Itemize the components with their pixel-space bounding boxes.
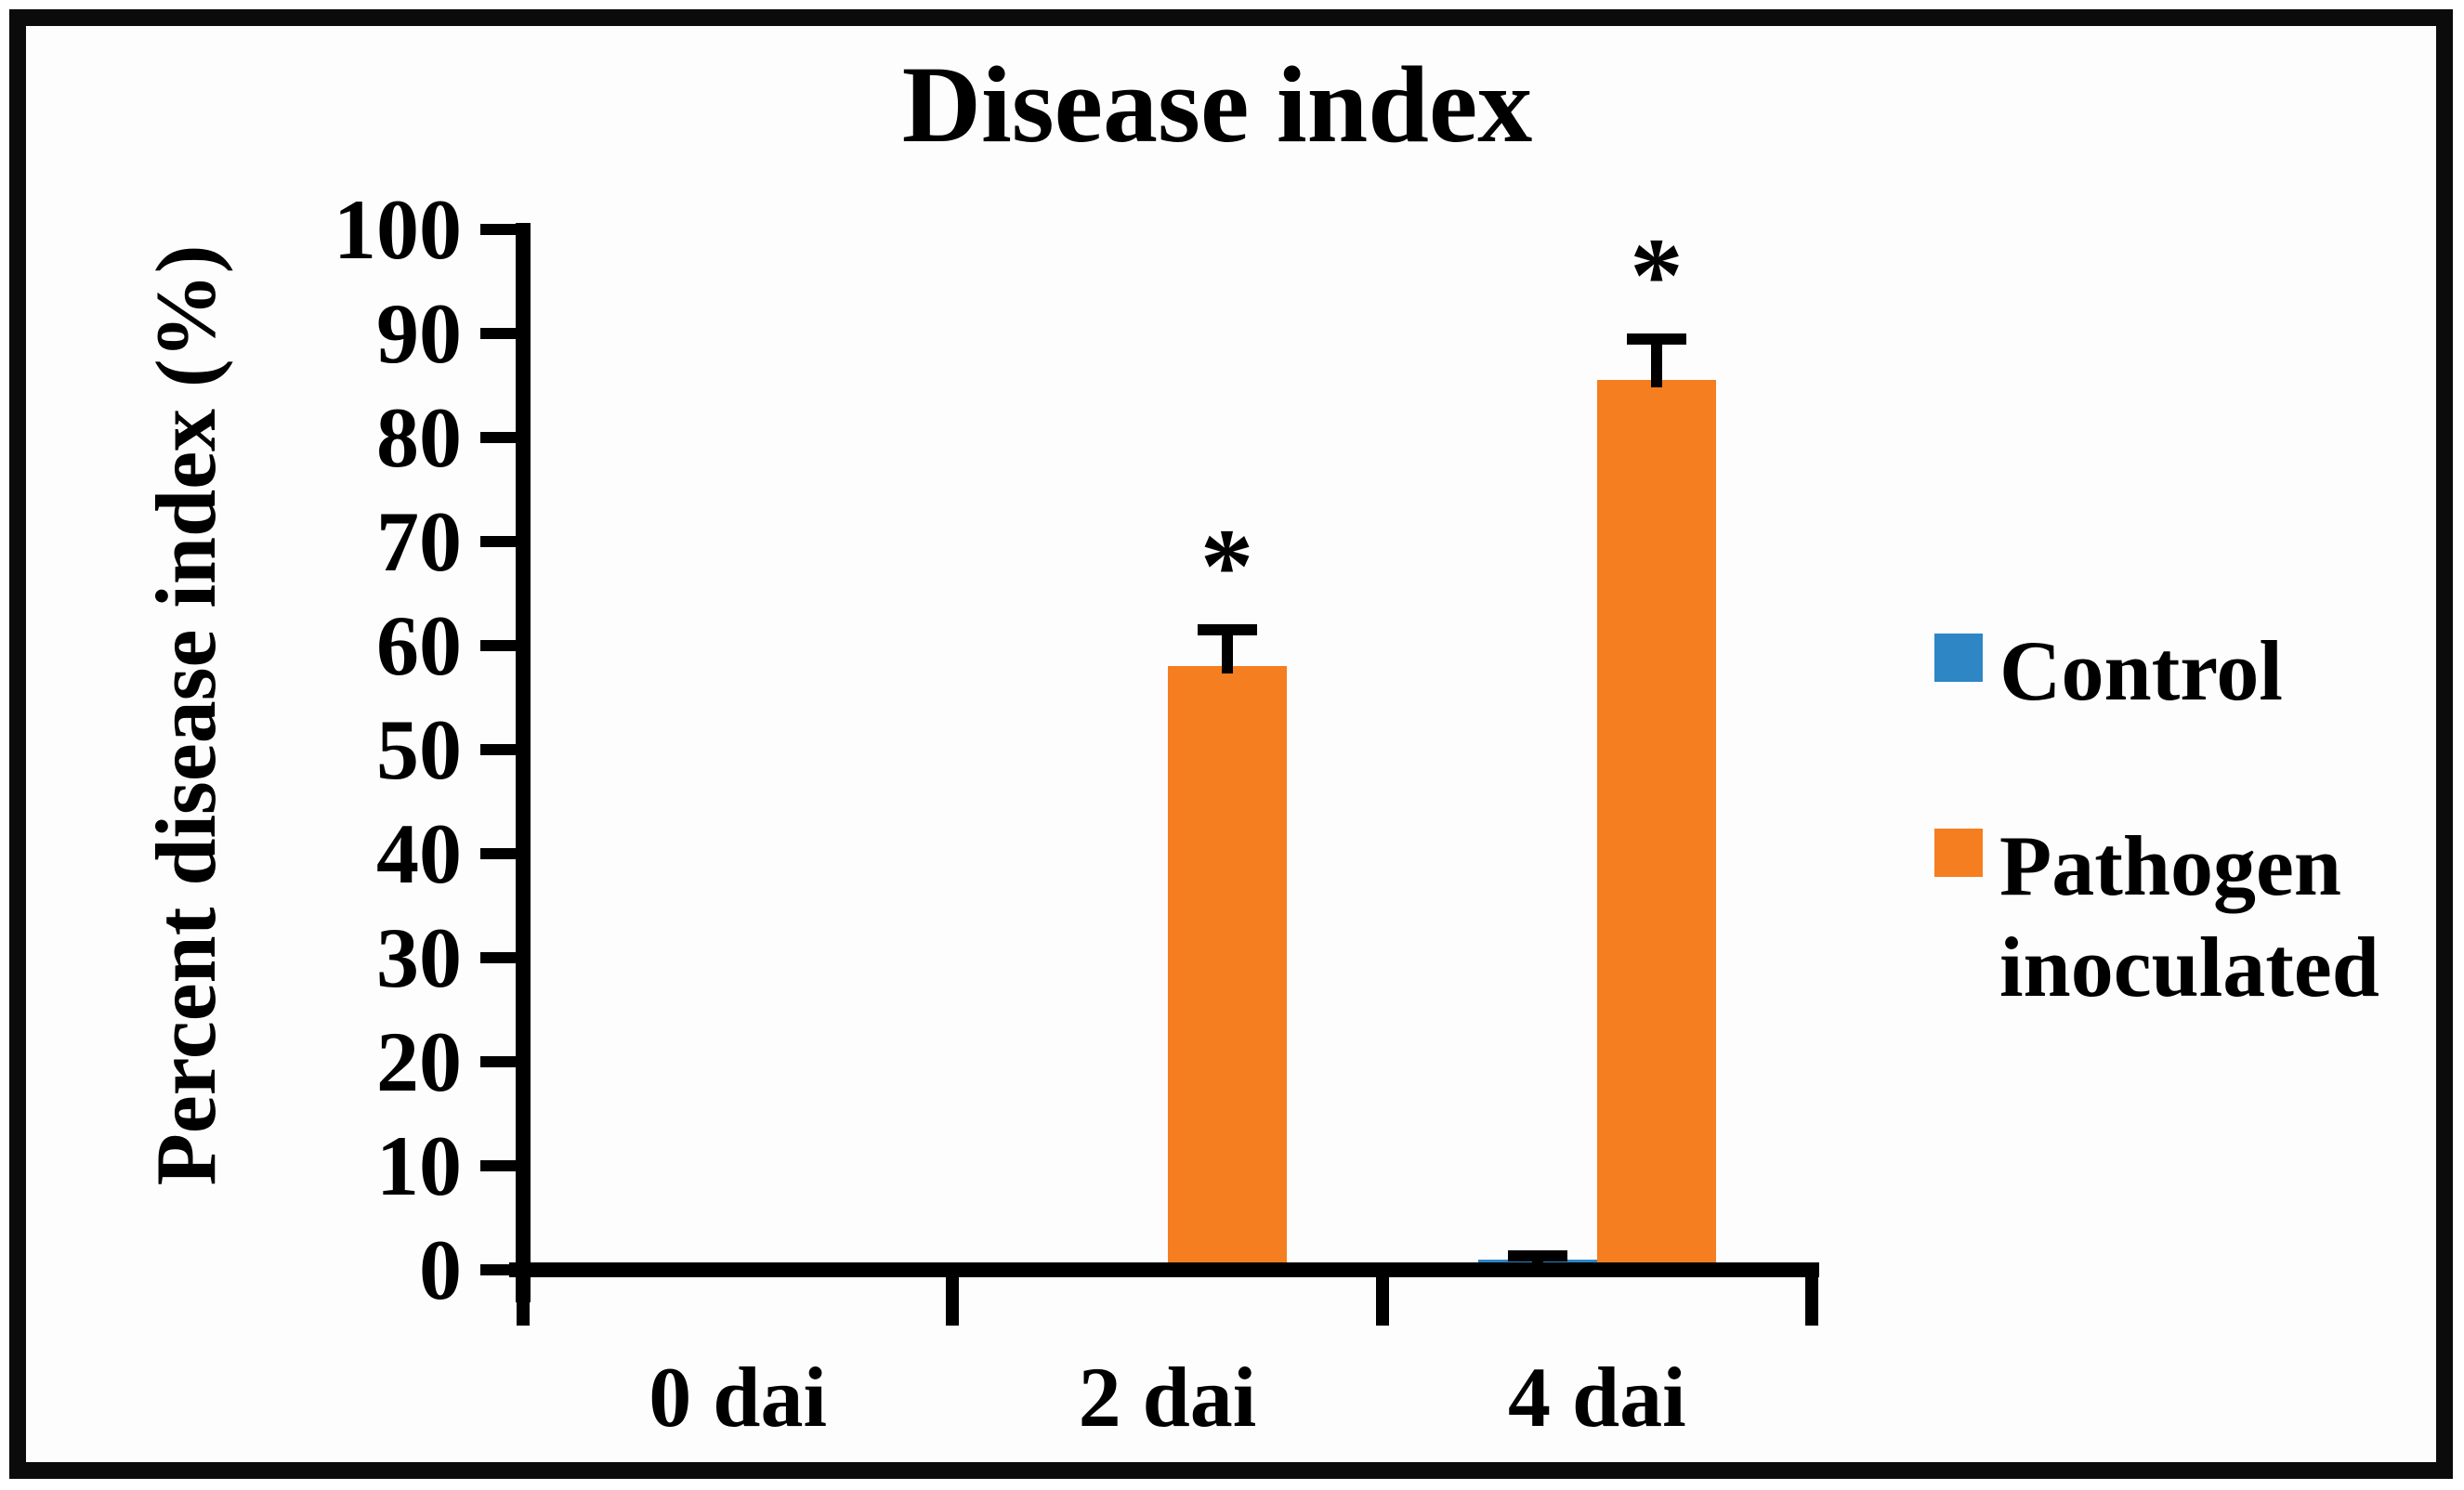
y-tick-100 bbox=[480, 224, 516, 235]
y-tick-60 bbox=[480, 640, 516, 651]
y-tick-label-50: 50 bbox=[376, 702, 462, 797]
y-tick-label-90: 90 bbox=[376, 286, 462, 381]
significance-asterisk-2-dai: * bbox=[1199, 507, 1254, 625]
chart-title: Disease index bbox=[901, 44, 1533, 165]
y-tick-label-40: 40 bbox=[376, 806, 462, 901]
legend-label-control: Control bbox=[1999, 623, 2283, 718]
y-tick-20 bbox=[480, 1056, 516, 1067]
x-tick-2 bbox=[1375, 1275, 1389, 1326]
bar-pathogen-inoculated-4-dai bbox=[1596, 380, 1716, 1270]
legend-item-pathogen-inoculated: Pathogen inoculated bbox=[1934, 816, 2427, 1017]
y-tick-70 bbox=[480, 536, 516, 547]
legend-swatch-control bbox=[1934, 634, 1983, 682]
legend-label-pathogen-inoculated: Pathogen inoculated bbox=[1999, 818, 2379, 1014]
error-bar-stem-pathogen-inoculated-4-dai bbox=[1650, 333, 1662, 387]
bar-pathogen-inoculated-2-dai bbox=[1167, 666, 1287, 1270]
legend-item-control: Control bbox=[1934, 621, 2283, 722]
y-tick-label-70: 70 bbox=[376, 494, 462, 589]
y-tick-label-20: 20 bbox=[376, 1014, 462, 1109]
y-tick-label-10: 10 bbox=[376, 1118, 462, 1213]
error-bar-cap-control-4-dai bbox=[1507, 1250, 1567, 1261]
y-tick-80 bbox=[480, 432, 516, 443]
y-axis-line bbox=[516, 223, 531, 1302]
legend-swatch-pathogen-inoculated bbox=[1934, 829, 1983, 877]
x-tick-0 bbox=[517, 1275, 530, 1326]
error-bar-cap-pathogen-inoculated-2-dai bbox=[1197, 624, 1257, 635]
y-tick-label-0: 0 bbox=[419, 1222, 462, 1317]
x-category-label-4-dai: 4 dai bbox=[1507, 1350, 1686, 1444]
y-tick-40 bbox=[480, 848, 516, 859]
x-category-label-2-dai: 2 dai bbox=[1078, 1350, 1257, 1444]
y-tick-label-100: 100 bbox=[334, 182, 462, 277]
x-tick-1 bbox=[946, 1275, 960, 1326]
y-tick-10 bbox=[480, 1160, 516, 1171]
y-tick-label-30: 30 bbox=[376, 910, 462, 1005]
x-axis-line bbox=[509, 1262, 1819, 1277]
error-bar-stem-pathogen-inoculated-2-dai bbox=[1221, 624, 1233, 673]
y-axis-title: Percent disease index (%) bbox=[138, 244, 233, 1186]
y-tick-0 bbox=[480, 1264, 516, 1275]
y-tick-30 bbox=[480, 952, 516, 963]
x-tick-3 bbox=[1805, 1275, 1818, 1326]
significance-asterisk-4-dai: * bbox=[1630, 216, 1684, 334]
y-tick-label-60: 60 bbox=[376, 598, 462, 693]
error-bar-cap-pathogen-inoculated-4-dai bbox=[1626, 333, 1686, 345]
y-tick-50 bbox=[480, 744, 516, 755]
y-tick-90 bbox=[480, 328, 516, 339]
x-category-label-0-dai: 0 dai bbox=[649, 1350, 828, 1444]
y-tick-label-80: 80 bbox=[376, 390, 462, 485]
